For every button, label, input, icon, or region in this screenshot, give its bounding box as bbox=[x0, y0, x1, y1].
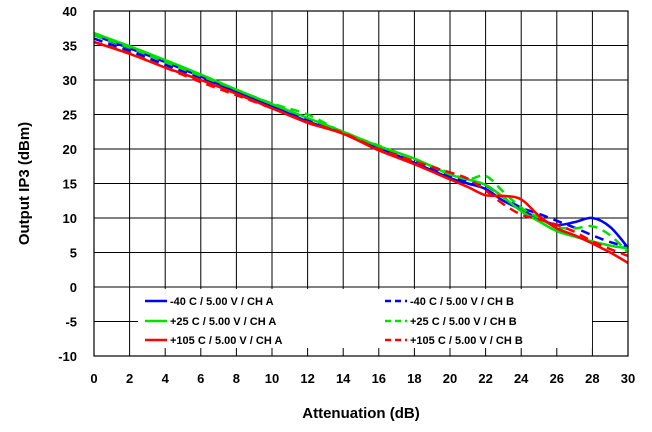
x-tick-label: 20 bbox=[443, 371, 457, 386]
y-axis-title: Output IP3 (dBm) bbox=[16, 122, 33, 245]
x-tick-labels: 0 2 4 6 8 10 12 14 16 18 20 22 24 26 28 30 bbox=[90, 371, 635, 386]
y-tick-labels: -10 -5 0 5 10 15 20 25 30 35 40 bbox=[58, 4, 77, 364]
legend-box bbox=[138, 289, 592, 348]
y-tick-label: 30 bbox=[63, 73, 77, 88]
legend-label-6: +105 C / 5.00 V / CH B bbox=[410, 335, 523, 347]
series-layer bbox=[93, 31, 629, 264]
x-tick-label: 30 bbox=[621, 371, 635, 386]
x-tick-label: 8 bbox=[233, 371, 240, 386]
x-tick-label: 16 bbox=[372, 371, 386, 386]
x-tick-label: 24 bbox=[514, 371, 529, 386]
y-tick-label: 40 bbox=[63, 4, 77, 19]
x-axis-title: Attenuation (dB) bbox=[302, 405, 419, 422]
series-line-6 bbox=[93, 40, 629, 258]
legend-label-2: -40 C / 5.00 V / CH B bbox=[410, 296, 514, 308]
legend-label-5: +105 C / 5.00 V / CH A bbox=[170, 335, 282, 347]
x-tick-label: 0 bbox=[90, 371, 97, 386]
plot-frame bbox=[93, 10, 629, 357]
legend: -40 C / 5.00 V / CH A -40 C / 5.00 V / CH… bbox=[138, 289, 592, 348]
y-tick-label: -5 bbox=[65, 315, 77, 330]
y-tick-label: 20 bbox=[63, 142, 77, 157]
y-tick-label: 10 bbox=[63, 211, 77, 226]
x-tick-label: 18 bbox=[407, 371, 421, 386]
y-tick-label: 5 bbox=[70, 246, 77, 261]
series-line-4 bbox=[93, 33, 629, 254]
series-line-5 bbox=[93, 40, 629, 264]
x-tick-label: 26 bbox=[550, 371, 564, 386]
y-tick-label: 25 bbox=[63, 108, 77, 123]
x-tick-label: 14 bbox=[336, 371, 351, 386]
x-tick-label: 4 bbox=[162, 371, 170, 386]
x-tick-label: 28 bbox=[585, 371, 599, 386]
x-tick-label: 2 bbox=[126, 371, 133, 386]
x-tick-label: 6 bbox=[197, 371, 204, 386]
y-tick-label: 0 bbox=[70, 280, 77, 295]
x-tick-label: 12 bbox=[300, 371, 314, 386]
y-tick-label: -10 bbox=[58, 349, 77, 364]
y-tick-label: 35 bbox=[63, 39, 77, 54]
x-tick-label: 10 bbox=[265, 371, 279, 386]
x-tick-label: 22 bbox=[478, 371, 492, 386]
y-tick-label: 15 bbox=[63, 177, 77, 192]
legend-label-1: -40 C / 5.00 V / CH A bbox=[170, 296, 274, 308]
legend-label-3: +25 C / 5.00 V / CH A bbox=[170, 316, 276, 328]
legend-label-4: +25 C / 5.00 V / CH B bbox=[410, 316, 517, 328]
